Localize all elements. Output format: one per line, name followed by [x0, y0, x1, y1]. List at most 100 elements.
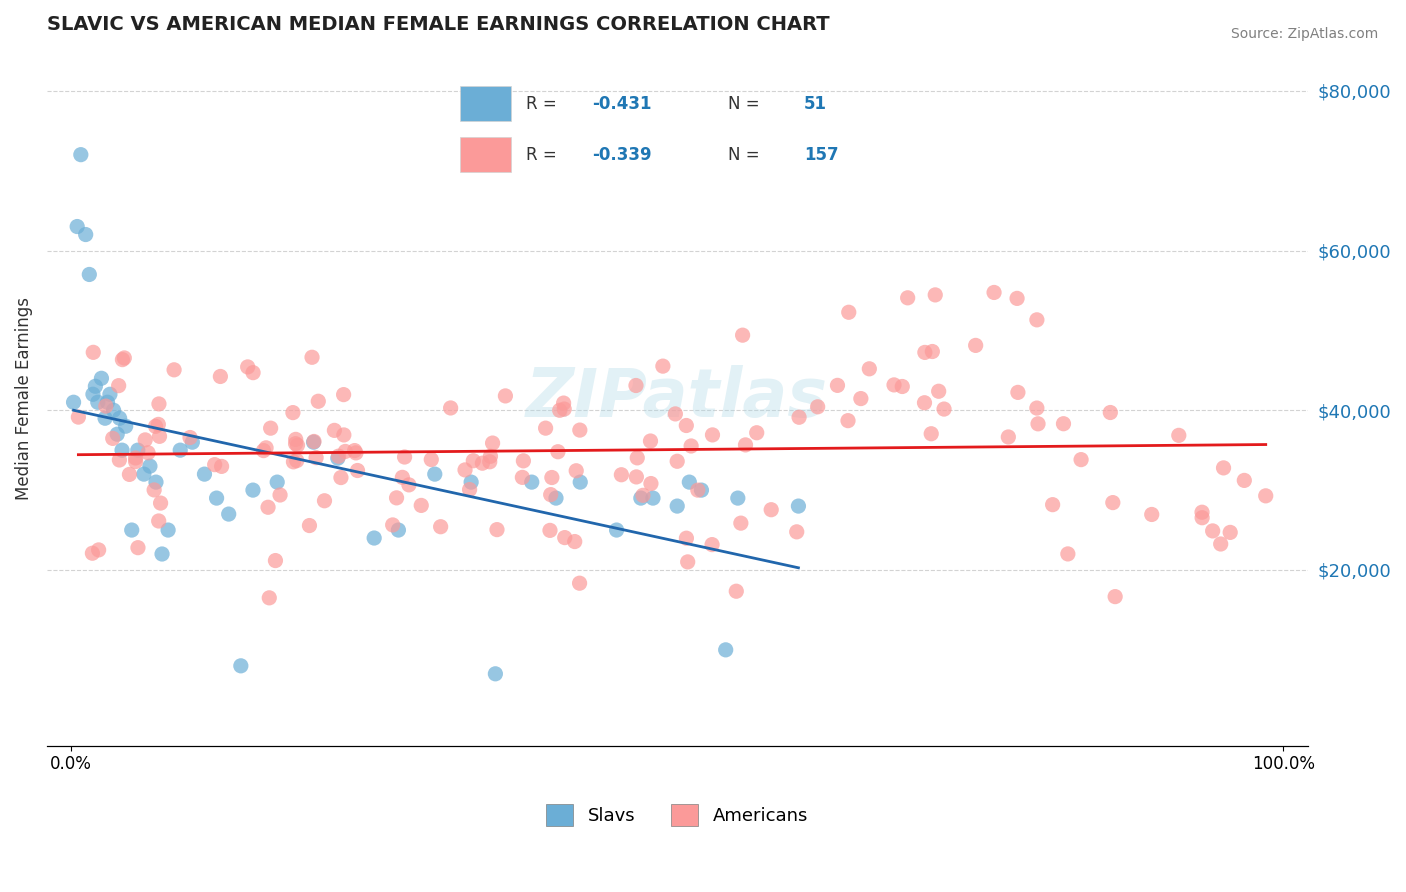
Americans — [285, 453, 308, 467]
Americans — [252, 443, 274, 458]
Americans — [307, 394, 329, 409]
Americans — [145, 419, 167, 434]
Americans — [1025, 313, 1047, 327]
Slavs — [727, 491, 749, 505]
Legend: Slavs, Americans: Slavs, Americans — [538, 797, 815, 833]
Americans — [471, 456, 494, 470]
Americans — [301, 351, 323, 365]
Slavs — [205, 491, 228, 505]
Americans — [807, 400, 830, 414]
Americans — [686, 483, 709, 497]
Americans — [87, 543, 110, 558]
Americans — [283, 455, 305, 469]
Americans — [640, 434, 662, 448]
Slavs — [84, 379, 107, 393]
Americans — [148, 514, 170, 528]
Americans — [211, 459, 233, 474]
Americans — [481, 436, 503, 450]
Americans — [454, 463, 477, 477]
Slavs — [169, 443, 191, 458]
Slavs — [641, 491, 664, 505]
Americans — [761, 502, 783, 516]
Americans — [143, 483, 166, 497]
Americans — [1209, 537, 1232, 551]
Slavs — [181, 435, 204, 450]
Slavs — [139, 459, 162, 474]
Slavs — [363, 531, 385, 545]
Americans — [675, 418, 697, 433]
Americans — [1052, 417, 1074, 431]
Slavs — [96, 395, 118, 409]
Americans — [651, 359, 673, 373]
Americans — [725, 584, 748, 599]
Slavs — [108, 411, 131, 425]
Americans — [1254, 489, 1277, 503]
Americans — [305, 450, 328, 465]
Americans — [548, 403, 571, 417]
Americans — [163, 363, 186, 377]
Americans — [204, 458, 226, 472]
Americans — [534, 421, 557, 435]
Americans — [849, 392, 872, 406]
Slavs — [714, 643, 737, 657]
Slavs — [87, 395, 110, 409]
Slavs — [229, 658, 252, 673]
Americans — [101, 431, 124, 445]
Slavs — [150, 547, 173, 561]
Americans — [124, 450, 146, 465]
Americans — [1026, 417, 1049, 431]
Americans — [1212, 461, 1234, 475]
Slavs — [387, 523, 409, 537]
Slavs — [460, 475, 482, 489]
Text: Source: ZipAtlas.com: Source: ZipAtlas.com — [1230, 27, 1378, 41]
Americans — [82, 546, 104, 560]
Slavs — [90, 371, 112, 385]
Americans — [787, 410, 810, 425]
Americans — [512, 454, 534, 468]
Slavs — [62, 395, 84, 409]
Americans — [734, 438, 756, 452]
Americans — [111, 352, 134, 367]
Americans — [512, 470, 534, 484]
Americans — [284, 436, 307, 450]
Americans — [997, 430, 1019, 444]
Slavs — [606, 523, 628, 537]
Americans — [333, 428, 356, 442]
Americans — [485, 523, 508, 537]
Slavs — [302, 435, 325, 450]
Americans — [209, 369, 232, 384]
Americans — [259, 421, 281, 435]
Slavs — [82, 387, 104, 401]
Americans — [921, 344, 943, 359]
Americans — [136, 446, 159, 460]
Americans — [148, 397, 170, 411]
Americans — [391, 470, 413, 484]
Text: 157: 157 — [804, 146, 839, 164]
Americans — [281, 406, 304, 420]
Americans — [745, 425, 768, 440]
Americans — [553, 402, 575, 417]
Slavs — [569, 475, 592, 489]
Americans — [287, 438, 309, 452]
Americans — [112, 351, 135, 365]
Slavs — [266, 475, 288, 489]
Americans — [731, 328, 754, 343]
Americans — [1099, 405, 1122, 419]
Americans — [264, 553, 287, 567]
Americans — [676, 555, 699, 569]
Americans — [858, 361, 880, 376]
Americans — [631, 488, 654, 502]
Americans — [1042, 498, 1064, 512]
Slavs — [127, 443, 149, 458]
Slavs — [242, 483, 264, 497]
Americans — [914, 396, 936, 410]
Slavs — [103, 403, 125, 417]
Slavs — [157, 523, 180, 537]
Americans — [554, 531, 576, 545]
Americans — [335, 444, 357, 458]
Americans — [928, 384, 950, 399]
Americans — [381, 517, 404, 532]
Americans — [568, 576, 591, 591]
Text: N =: N = — [728, 95, 765, 112]
Americans — [344, 446, 367, 460]
